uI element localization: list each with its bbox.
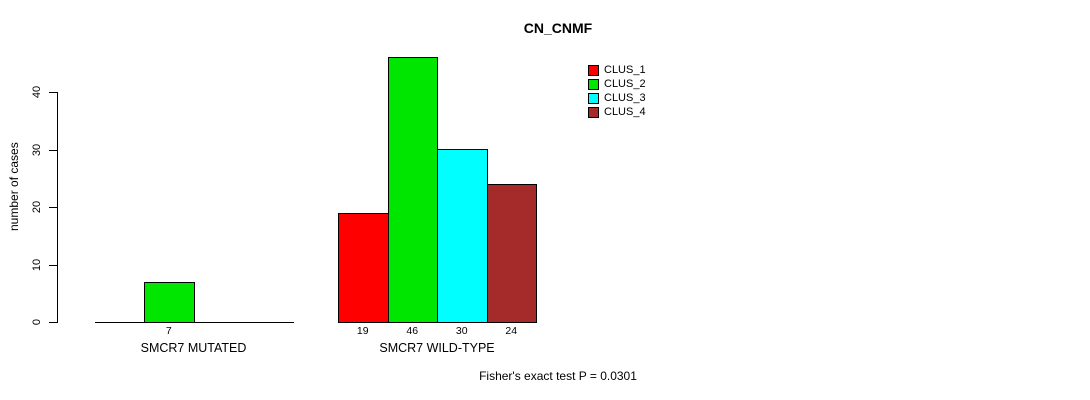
bar-value-label: 30: [455, 325, 468, 337]
bar-clus-4-smcr7-wild-type: [486, 184, 537, 323]
y-tick: [49, 265, 57, 266]
bar-value-label: 19: [356, 325, 369, 337]
y-tick-label: 10: [31, 258, 43, 272]
y-tick: [49, 92, 57, 93]
bar-clus-3-smcr7-wild-type: [437, 149, 488, 323]
bar-clus-2-smcr7-wild-type: [387, 57, 438, 323]
group-label-smcr7-wild-type: SMCR7 WILD-TYPE: [379, 341, 495, 355]
bar-value-label: 24: [505, 325, 518, 337]
y-tick: [49, 322, 57, 323]
legend-swatch-clus-4: [588, 106, 599, 118]
bar-value-label: 46: [406, 325, 419, 337]
y-axis-label: number of cases: [7, 142, 21, 231]
bar-value-label: 7: [165, 325, 172, 337]
legend-label: CLUS_3: [604, 92, 646, 104]
y-axis-line: [57, 92, 58, 323]
y-tick-label: 0: [31, 318, 43, 326]
legend-item-clus-4: CLUS_4: [588, 105, 646, 119]
fisher-test-footnote: Fisher's exact test P = 0.0301: [479, 369, 637, 383]
bar-clus-1-smcr7-wild-type: [338, 213, 389, 323]
legend-label: CLUS_4: [604, 106, 646, 118]
y-tick: [49, 207, 57, 208]
y-tick-label: 40: [31, 85, 43, 99]
y-tick-label: 20: [31, 200, 43, 214]
legend-item-clus-2: CLUS_2: [588, 77, 646, 91]
group-label-smcr7-mutated: SMCR7 MUTATED: [140, 341, 247, 355]
legend-swatch-clus-2: [588, 78, 599, 90]
legend-swatch-clus-3: [588, 92, 599, 104]
chart-title: CN_CNMF: [523, 20, 593, 36]
legend-item-clus-1: CLUS_1: [588, 63, 646, 77]
legend-label: CLUS_2: [604, 78, 646, 90]
y-tick-label: 30: [31, 143, 43, 157]
legend-item-clus-3: CLUS_3: [588, 91, 646, 105]
y-tick: [49, 150, 57, 151]
legend-label: CLUS_1: [604, 64, 646, 76]
legend: CLUS_1 CLUS_2 CLUS_3 CLUS_4: [588, 63, 646, 119]
bar-clus-2-smcr7-mutated: [144, 282, 195, 323]
legend-swatch-clus-1: [588, 64, 599, 76]
